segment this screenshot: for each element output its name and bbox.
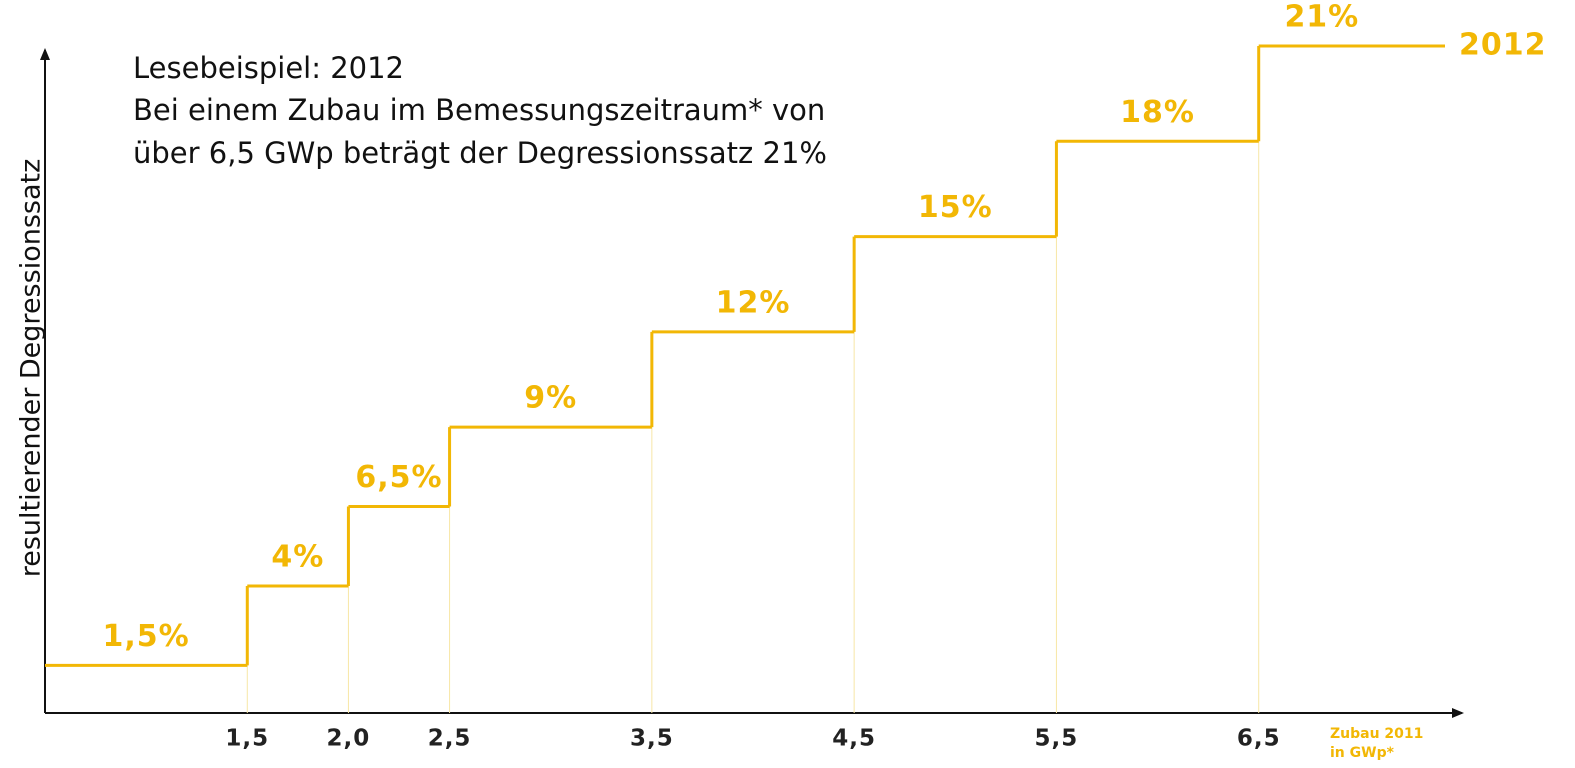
- series-label: 2012: [1459, 28, 1547, 63]
- x-tick-label: 2,5: [428, 726, 472, 752]
- x-tick-label: 1,5: [225, 726, 269, 752]
- annotation: Lesebeispiel: 2012: [133, 51, 404, 85]
- y-axis-label: resultierender Degressionssatz: [16, 159, 47, 578]
- x-axis-label: Zubau 2011: [1330, 726, 1423, 742]
- value-label: 4%: [271, 539, 324, 574]
- annotation: über 6,5 GWp beträgt der Degressionssatz…: [133, 136, 827, 170]
- x-tick-label: 3,5: [630, 726, 674, 752]
- x-tick-label: 5,5: [1035, 726, 1079, 752]
- x-tick-label: 2,0: [327, 726, 371, 752]
- x-axis-label: in GWp*: [1330, 745, 1395, 761]
- value-label: 6,5%: [355, 460, 442, 495]
- x-tick-label: 6,5: [1237, 726, 1281, 752]
- value-label: 1,5%: [103, 619, 190, 654]
- x-tick-label: 4,5: [832, 726, 876, 752]
- value-label: 21%: [1284, 0, 1359, 35]
- value-label: 9%: [524, 381, 577, 416]
- annotation: Bei einem Zubau im Bemessungszeitraum* v…: [133, 93, 825, 127]
- value-label: 12%: [716, 285, 791, 320]
- value-label: 15%: [918, 190, 993, 225]
- value-label: 18%: [1120, 95, 1195, 130]
